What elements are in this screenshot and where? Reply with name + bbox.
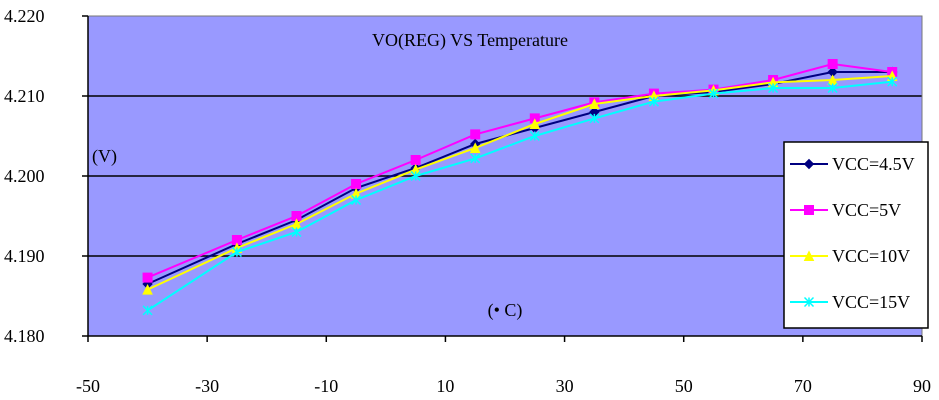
data-point-2-0 — [142, 283, 153, 295]
axes: 4.180 4.190 4.200 4.210 4.220 -50 -30 -10 10 30 50… — [4, 6, 931, 396]
data-point-1-3 — [351, 179, 362, 189]
y-tick-label-2: 4.200 — [4, 166, 45, 186]
x-tick-label-2: -10 — [314, 376, 338, 396]
x-tick-label-3: 10 — [436, 376, 454, 396]
legend-box — [783, 141, 929, 329]
data-point-3-4 — [410, 170, 421, 182]
x-tick-label-5: 50 — [675, 376, 693, 396]
data-point-1-5 — [470, 129, 481, 140]
x-tick-label-1: -30 — [195, 376, 219, 396]
legend-marker-2 — [803, 250, 815, 261]
data-point-3-5 — [470, 153, 481, 164]
data-point-3-2 — [291, 226, 302, 238]
data-point-2-5 — [469, 142, 481, 153]
data-point-2-7 — [589, 98, 600, 109]
labels: VO(REG) VS Temperature (V) (• C) — [92, 30, 568, 321]
data-point-1-0 — [142, 272, 153, 283]
data-point-1-4 — [410, 155, 421, 165]
data-point-3-9 — [708, 88, 719, 99]
x-tick-label-7: 90 — [913, 376, 931, 396]
x-tick-label-0: -50 — [76, 376, 100, 396]
y-axis-label: (V) — [92, 146, 117, 167]
legend-label-1: VCC=5V — [832, 200, 901, 220]
chart-title: VO(REG) VS Temperature — [372, 30, 568, 51]
legend-marker-0 — [803, 158, 815, 170]
data-point-3-6 — [529, 130, 540, 142]
y-tick-label-0: 4.180 — [4, 326, 45, 346]
legend-label-0: VCC=4.5V — [832, 154, 915, 174]
data-point-3-1 — [231, 246, 242, 258]
legend-marker-3 — [803, 296, 815, 308]
y-tick-label-3: 4.210 — [4, 86, 45, 106]
legend-label-3: VCC=15V — [832, 292, 910, 312]
x-tick-label-4: 30 — [556, 376, 574, 396]
data-point-3-11 — [827, 82, 838, 94]
legend-marker-1 — [804, 205, 814, 215]
data-point-3-7 — [589, 113, 600, 124]
gridlines — [88, 95, 922, 257]
data-point-3-8 — [648, 96, 659, 107]
data-point-3-3 — [351, 194, 362, 206]
series-lines — [142, 59, 898, 316]
data-point-3-10 — [768, 82, 779, 94]
data-point-2-6 — [529, 118, 541, 129]
series-3 — [142, 76, 898, 316]
y-tick-label-1: 4.190 — [4, 246, 45, 266]
data-point-3-0 — [142, 305, 153, 316]
data-point-3-12 — [887, 76, 898, 87]
x-tick-label-6: 70 — [794, 376, 812, 396]
data-point-1-11 — [827, 59, 838, 69]
legend: VCC=4.5V VCC=5V VCC=10V VCC=15V — [783, 141, 929, 329]
legend-label-2: VCC=10V — [832, 246, 910, 266]
x-axis-label: (• C) — [488, 300, 523, 321]
y-tick-label-4: 4.220 — [4, 6, 45, 26]
